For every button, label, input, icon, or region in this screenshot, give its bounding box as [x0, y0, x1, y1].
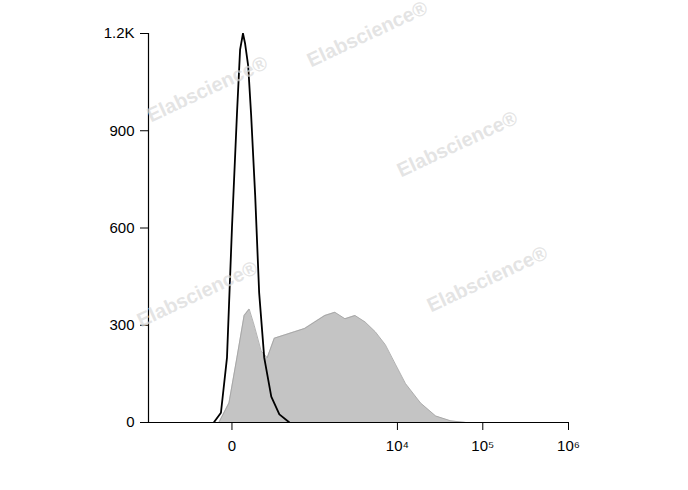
svg-text:Elabscience®: Elabscience® [303, 0, 431, 71]
svg-text:300: 300 [109, 316, 134, 333]
svg-text:10⁶: 10⁶ [557, 437, 580, 454]
svg-text:Elabscience®: Elabscience® [423, 241, 551, 316]
svg-text:10⁴: 10⁴ [386, 437, 409, 454]
svg-text:0: 0 [228, 437, 236, 454]
svg-text:900: 900 [109, 122, 134, 139]
svg-text:Elabscience®: Elabscience® [143, 51, 271, 126]
svg-text:10⁵: 10⁵ [471, 437, 494, 454]
svg-text:1.2K: 1.2K [104, 24, 135, 41]
svg-text:Elabscience®: Elabscience® [133, 256, 261, 331]
svg-text:Elabscience®: Elabscience® [393, 106, 521, 181]
svg-text:0: 0 [126, 413, 134, 430]
svg-text:600: 600 [109, 219, 134, 236]
